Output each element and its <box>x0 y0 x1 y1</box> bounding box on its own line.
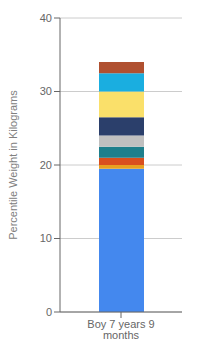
svg-text:30: 30 <box>40 85 52 97</box>
svg-text:Boy 7 years 9months: Boy 7 years 9months <box>87 318 154 341</box>
svg-text:20: 20 <box>40 159 52 171</box>
svg-text:Percentile Weight in Kilograms: Percentile Weight in Kilograms <box>8 90 19 240</box>
svg-text:10: 10 <box>40 232 52 244</box>
svg-text:40: 40 <box>40 12 52 24</box>
svg-text:0: 0 <box>46 306 52 318</box>
